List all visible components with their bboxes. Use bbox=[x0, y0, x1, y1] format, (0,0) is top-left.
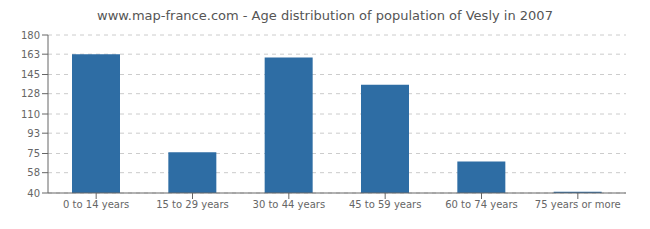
svg-text:75: 75 bbox=[27, 148, 40, 159]
svg-text:145: 145 bbox=[21, 69, 40, 80]
svg-text:163: 163 bbox=[21, 49, 40, 60]
svg-text:0 to 14 years: 0 to 14 years bbox=[63, 199, 129, 210]
svg-text:93: 93 bbox=[27, 128, 40, 139]
html-text:www.map-france.com - Age distr: www.map-france.com - Age distribution of… bbox=[97, 8, 553, 23]
svg-text:75 years or more: 75 years or more bbox=[535, 199, 621, 210]
svg-text:128: 128 bbox=[21, 88, 40, 99]
svg-text:45 to 59 years: 45 to 59 years bbox=[349, 199, 422, 210]
svg-text:110: 110 bbox=[21, 109, 40, 120]
svg-text:30 to 44 years: 30 to 44 years bbox=[253, 199, 326, 210]
svg-text:58: 58 bbox=[27, 167, 40, 178]
svg-text:15 to 29 years: 15 to 29 years bbox=[156, 199, 229, 210]
svg-text:60 to 74 years: 60 to 74 years bbox=[445, 199, 518, 210]
svg-text:180: 180 bbox=[21, 30, 40, 41]
svg-text:40: 40 bbox=[27, 188, 40, 199]
